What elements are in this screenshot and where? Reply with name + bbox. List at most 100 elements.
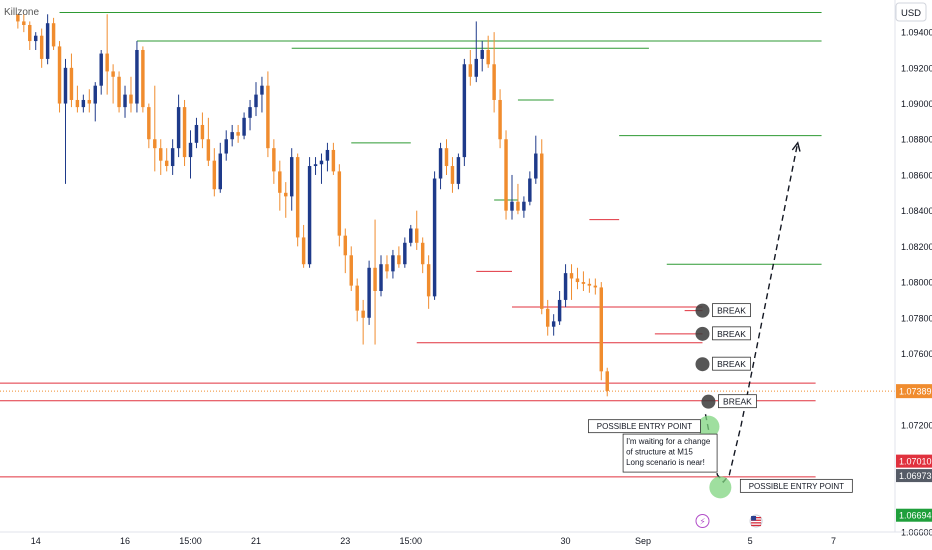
candle-body bbox=[75, 99, 80, 108]
break-label: BREAK bbox=[717, 306, 746, 316]
candle-body bbox=[397, 255, 401, 265]
flag-canton bbox=[751, 516, 757, 521]
x-tick-label: 16 bbox=[120, 536, 130, 546]
current-price-tag bbox=[896, 384, 932, 399]
candle-body bbox=[426, 264, 431, 297]
candle-body bbox=[39, 35, 44, 59]
candle-body bbox=[605, 371, 609, 391]
y-tick-label: 1.08000 bbox=[901, 278, 932, 288]
candle-body bbox=[33, 35, 38, 42]
note-box bbox=[622, 433, 718, 473]
price-tag bbox=[896, 454, 932, 468]
note-text-line: I'm waiting for a change bbox=[626, 437, 711, 446]
candle-body bbox=[587, 283, 592, 286]
break-label-box bbox=[712, 303, 751, 318]
candle-body bbox=[534, 153, 538, 179]
candle-body bbox=[105, 53, 109, 72]
candle-body bbox=[278, 171, 282, 193]
y-tick-label: 1.08400 bbox=[901, 206, 932, 216]
candle-body bbox=[563, 273, 568, 300]
candle-body bbox=[111, 71, 115, 77]
candle-body bbox=[504, 139, 508, 211]
candle-body bbox=[420, 242, 425, 265]
break-label: BREAK bbox=[717, 329, 746, 339]
candle-body bbox=[117, 76, 121, 108]
candle-body bbox=[81, 99, 86, 108]
candle-body bbox=[284, 192, 288, 197]
candle-body bbox=[319, 160, 324, 165]
candle-body bbox=[200, 124, 205, 140]
candle-layer bbox=[16, 14, 609, 397]
candle-body bbox=[343, 235, 348, 256]
candle-body bbox=[159, 148, 163, 161]
y-tick-label: 1.08600 bbox=[901, 170, 932, 180]
candle-body bbox=[444, 148, 449, 167]
candle-body bbox=[218, 153, 222, 190]
candle-body bbox=[153, 139, 157, 149]
break-label-box bbox=[712, 356, 751, 371]
candle-body bbox=[170, 148, 175, 167]
annotation-layer: BREAK BREAK BREAK BREAK POSSIBLE ENTRY POINT… bbox=[0, 141, 895, 528]
price-tag-label: 1.06694 bbox=[899, 511, 932, 521]
note-text-line: of structure at M15 bbox=[626, 448, 693, 457]
current-price-label: 1.07389 bbox=[899, 387, 932, 397]
candle-body bbox=[206, 139, 211, 161]
event-symbol: ⚡ bbox=[699, 517, 705, 527]
currency-label: USD bbox=[901, 8, 921, 19]
break-label-box bbox=[712, 326, 751, 341]
candle-body bbox=[391, 255, 395, 272]
entry-point-circle bbox=[697, 415, 720, 438]
time-axis[interactable]: 14 16 15:00 21 23 15:00 30 Sep 5 7 bbox=[31, 536, 836, 546]
candle-body bbox=[450, 166, 455, 184]
candle-body bbox=[438, 148, 443, 179]
candle-body bbox=[248, 107, 252, 118]
candle-body bbox=[260, 85, 264, 95]
candle-body bbox=[99, 53, 103, 86]
lightning-icon: ⚡ bbox=[695, 514, 710, 528]
candle-body bbox=[373, 267, 377, 291]
y-tick-label: 1.07200 bbox=[901, 420, 932, 430]
candle-body bbox=[540, 153, 544, 309]
candle-body bbox=[403, 242, 407, 265]
entry-point-label: POSSIBLE ENTRY POINT bbox=[749, 482, 844, 491]
candle-body bbox=[468, 64, 473, 77]
candle-body bbox=[337, 171, 342, 236]
candle-body bbox=[22, 21, 26, 25]
currency-button[interactable]: USD bbox=[895, 2, 927, 22]
y-tick-label: 1.07800 bbox=[901, 313, 932, 323]
candle-body bbox=[498, 99, 502, 140]
candle-body bbox=[254, 94, 258, 108]
candle-body bbox=[57, 46, 62, 104]
price-tag bbox=[896, 508, 932, 522]
candle-body bbox=[385, 264, 389, 272]
y-tick-label: 1.09000 bbox=[901, 99, 932, 109]
candle-body bbox=[599, 287, 604, 372]
price-axis[interactable]: 1.09400 1.09200 1.09000 1.08800 1.08600 1.084… bbox=[896, 28, 932, 538]
entry-point-label-box bbox=[739, 478, 853, 493]
candle-body bbox=[456, 157, 461, 184]
symbol-label: Killzone bbox=[4, 7, 39, 18]
break-label-box bbox=[718, 394, 757, 409]
note-text-line: Long scenario is near! bbox=[626, 458, 705, 467]
break-label: BREAK bbox=[717, 359, 746, 369]
x-tick-label: 7 bbox=[831, 536, 836, 546]
candle-body bbox=[182, 107, 187, 158]
candle-body bbox=[164, 160, 169, 167]
entry-point-label: POSSIBLE ENTRY POINT bbox=[597, 422, 692, 431]
candle-body bbox=[510, 201, 514, 211]
candle-body bbox=[176, 107, 181, 149]
flag-stripe bbox=[751, 524, 762, 527]
break-label: BREAK bbox=[723, 397, 752, 407]
candle-body bbox=[581, 282, 586, 284]
candle-body bbox=[51, 23, 56, 47]
candle-body bbox=[266, 85, 270, 149]
x-tick-label: 15:00 bbox=[400, 536, 423, 546]
x-tick-label: 23 bbox=[340, 536, 350, 546]
us-flag-icon bbox=[749, 514, 763, 528]
candle-body bbox=[69, 67, 74, 100]
y-tick-label: 1.09200 bbox=[901, 63, 932, 73]
candle-body bbox=[93, 85, 97, 104]
x-tick-label: 30 bbox=[561, 536, 571, 546]
candle-body bbox=[28, 24, 32, 42]
